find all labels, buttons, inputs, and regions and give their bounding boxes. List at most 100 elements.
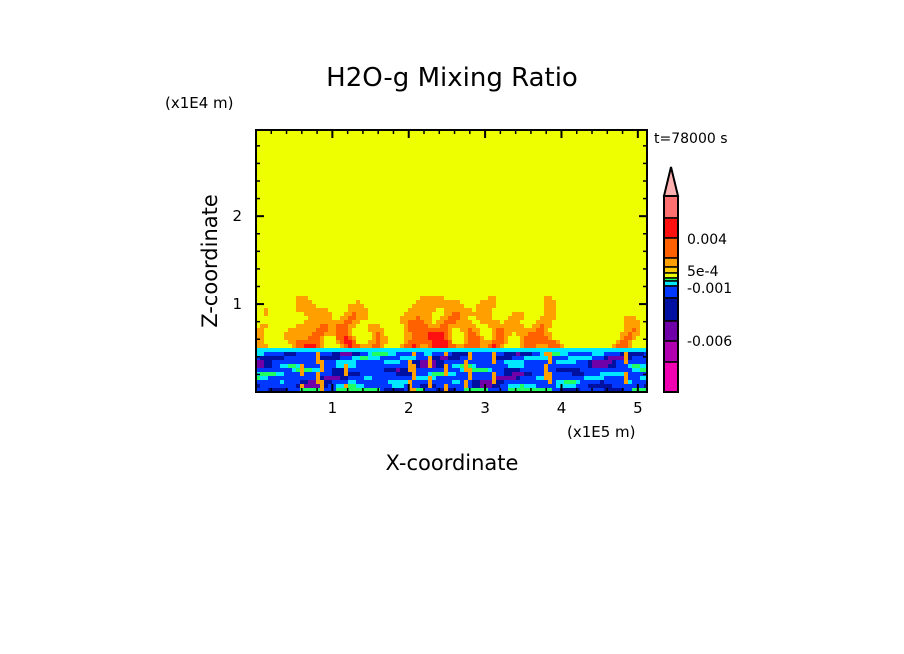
contour-cell (476, 388, 480, 392)
contour-cell (304, 344, 308, 348)
contour-cell (356, 364, 360, 368)
contour-cell (628, 364, 632, 368)
contour-cell (292, 328, 296, 332)
contour-cell (580, 376, 584, 380)
contour-cell (564, 368, 568, 372)
contour-cell (424, 364, 428, 368)
contour-cell (536, 344, 540, 348)
contour-cell (528, 336, 532, 340)
contour-cell (460, 328, 464, 332)
contour-cell (500, 388, 504, 392)
contour-cell (588, 360, 592, 364)
contour-cell (356, 348, 360, 352)
contour-cell (448, 308, 452, 312)
contour-cell (452, 320, 456, 324)
contour-cell (380, 380, 384, 384)
contour-cell (404, 320, 408, 324)
contour-cell (528, 328, 532, 332)
contour-cell (452, 304, 456, 308)
contour-cell (464, 312, 468, 316)
contour-cell (552, 348, 556, 352)
contour-cell (284, 332, 288, 336)
x-tick-label: 5 (633, 399, 643, 417)
contour-cell (336, 332, 340, 336)
contour-cell (488, 380, 492, 384)
contour-cell (440, 300, 444, 304)
contour-cell (480, 352, 484, 356)
contour-cell (472, 384, 476, 388)
contour-cell (352, 364, 356, 368)
contour-cell (484, 312, 488, 316)
contour-cell (576, 348, 580, 352)
contour-cell (448, 372, 452, 376)
contour-cell (300, 340, 304, 344)
contour-cell (616, 340, 620, 344)
contour-cell (296, 324, 300, 328)
contour-cell (340, 388, 344, 392)
contour-cell (352, 360, 356, 364)
contour-cell (304, 384, 308, 388)
contour-cell (324, 348, 328, 352)
contour-cell (360, 352, 364, 356)
contour-cell (424, 372, 428, 376)
contour-cell (552, 364, 556, 368)
contour-cell (592, 348, 596, 352)
contour-cell (536, 328, 540, 332)
contour-cell (528, 356, 532, 360)
contour-cell (472, 360, 476, 364)
contour-cell (376, 384, 380, 388)
contour-cell (492, 332, 496, 336)
contour-cell (484, 356, 488, 360)
contour-cell (336, 340, 340, 344)
contour-cell (600, 380, 604, 384)
contour-cell (488, 388, 492, 392)
contour-cell (492, 368, 496, 372)
contour-cell (460, 308, 464, 312)
contour-cell (388, 380, 392, 384)
contour-cell (400, 360, 404, 364)
contour-cell (308, 308, 312, 312)
contour-cell (428, 308, 432, 312)
contour-cell (428, 376, 432, 380)
contour-cell (432, 384, 436, 388)
contour-cell (440, 388, 444, 392)
contour-cell (412, 364, 416, 368)
contour-cell (316, 340, 320, 344)
contour-cell (628, 372, 632, 376)
contour-cell (512, 356, 516, 360)
contour-cell (628, 360, 632, 364)
contour-cell (528, 360, 532, 364)
contour-cell (424, 316, 428, 320)
contour-cell (604, 388, 608, 392)
contour-cell (516, 356, 520, 360)
contour-cell (312, 384, 316, 388)
contour-cell (456, 384, 460, 388)
contour-cell (436, 368, 440, 372)
contour-cell (564, 352, 568, 356)
contour-cell (276, 368, 280, 372)
contour-cell (380, 328, 384, 332)
contour-cell (328, 368, 332, 372)
contour-cell (300, 356, 304, 360)
contour-cell (552, 376, 556, 380)
contour-cell (584, 376, 588, 380)
contour-cell (480, 384, 484, 388)
contour-cell (364, 312, 368, 316)
contour-cell (408, 340, 412, 344)
contour-cell (352, 320, 356, 324)
y-tick-label: 2 (232, 207, 242, 225)
contour-cell (428, 352, 432, 356)
contour-cell (400, 320, 404, 324)
contour-cell (380, 340, 384, 344)
contour-cell (412, 324, 416, 328)
contour-cell (508, 332, 512, 336)
contour-cell (544, 296, 548, 300)
contour-cell (288, 380, 292, 384)
contour-cell (340, 352, 344, 356)
contour-cell (464, 328, 468, 332)
contour-cell (500, 376, 504, 380)
contour-cell (516, 380, 520, 384)
contour-cell (432, 328, 436, 332)
contour-cell (292, 332, 296, 336)
contour-cell (348, 360, 352, 364)
